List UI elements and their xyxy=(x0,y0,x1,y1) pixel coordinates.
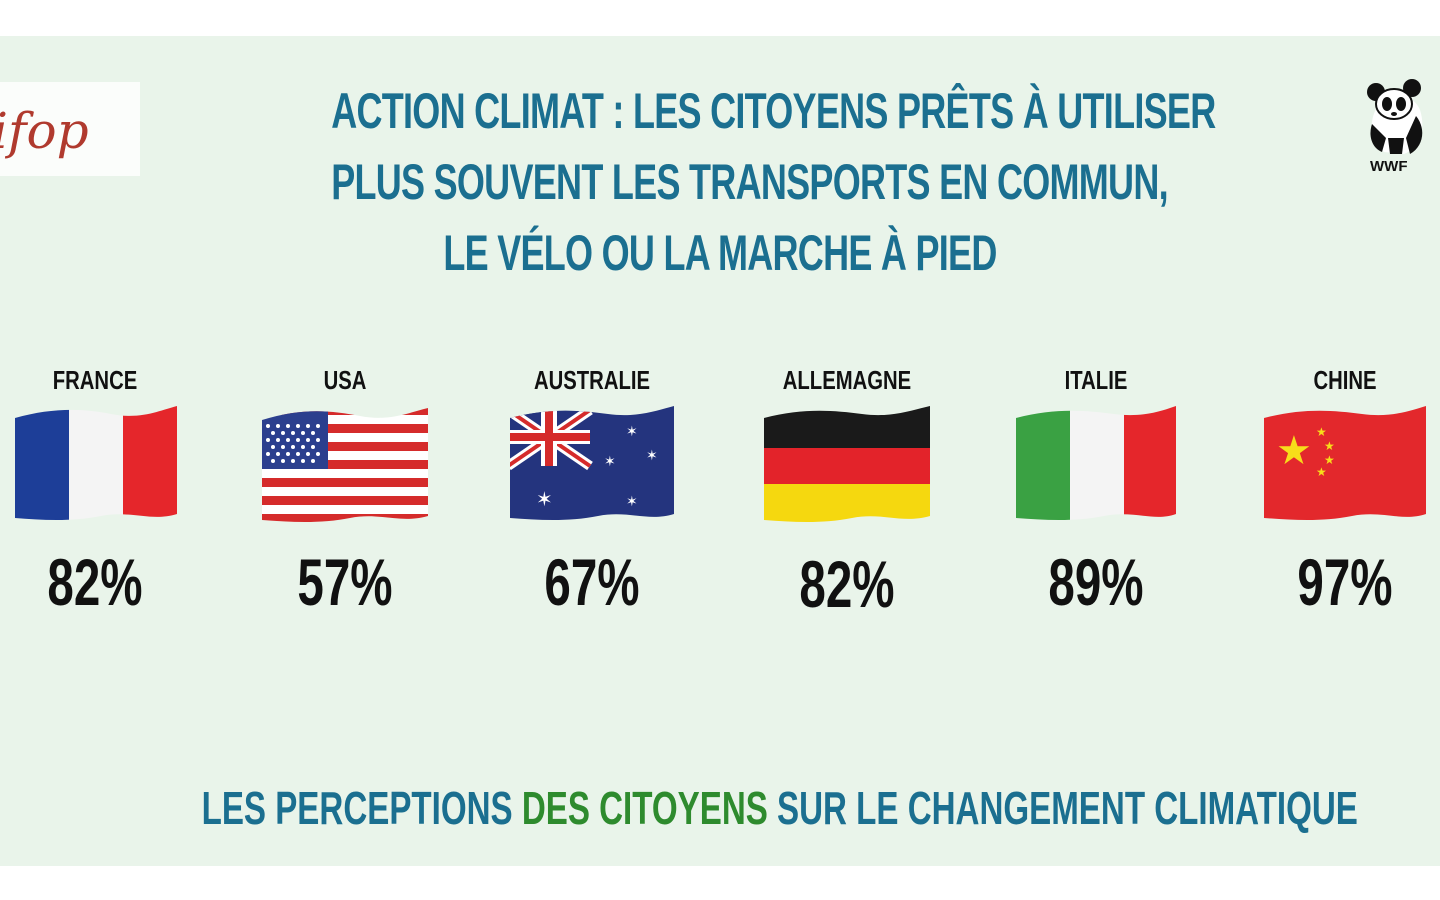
china-flag-icon: ★ ★ ★ ★ ★ xyxy=(1264,406,1426,520)
country-card-allemagne: ALLEMAGNE 82% xyxy=(747,364,947,620)
svg-text:✶: ✶ xyxy=(604,454,616,470)
svg-text:★: ★ xyxy=(1324,453,1335,467)
country-card-france: FRANCE 82% xyxy=(0,364,195,618)
country-card-chine: CHINE ★ ★ ★ ★ ★ 97% xyxy=(1245,364,1440,618)
percentage-value: 82% xyxy=(799,547,895,621)
footer-caption: LES PERCEPTIONS DES CITOYENS SUR LE CHAN… xyxy=(201,776,1358,840)
italy-flag-icon xyxy=(1016,406,1176,520)
title-line-3: LE VÉLO OU LA MARCHE À PIED xyxy=(443,225,997,281)
background-panel xyxy=(0,36,1440,866)
ifop-logo: ifop xyxy=(0,82,140,176)
percentage-value: 97% xyxy=(1297,545,1393,619)
svg-text:WWF: WWF xyxy=(1370,158,1407,174)
germany-flag-icon xyxy=(764,406,930,522)
page-title: ACTION CLIMAT : LES CITOYENS PRÊTS À UTI… xyxy=(331,76,1216,289)
france-flag-icon xyxy=(15,406,177,520)
country-name: AUSTRALIE xyxy=(533,365,651,395)
svg-text:★: ★ xyxy=(1276,428,1312,474)
country-name: USA xyxy=(323,365,367,395)
svg-text:✶: ✶ xyxy=(536,487,553,511)
country-card-italie: ITALIE 89% xyxy=(996,364,1196,618)
percentage-value: 82% xyxy=(47,545,143,619)
percentage-value: 57% xyxy=(297,545,393,619)
country-card-usa: USA 57% xyxy=(245,364,445,618)
footer-highlight: DES CITOYENS xyxy=(521,782,768,834)
svg-text:✶: ✶ xyxy=(626,424,638,440)
australia-flag-icon: ✶ ✶ ✶ ✶ ✶ xyxy=(510,406,674,520)
percentage-value: 89% xyxy=(1048,545,1144,619)
svg-text:★: ★ xyxy=(1324,439,1335,453)
country-card-australie: AUSTRALIE ✶ ✶ ✶ ✶ ✶ xyxy=(492,364,692,618)
svg-text:ifop: ifop xyxy=(0,102,89,160)
title-line-1: ACTION CLIMAT : LES CITOYENS PRÊTS À UTI… xyxy=(331,83,1216,139)
percentage-value: 67% xyxy=(544,545,640,619)
country-name: ALLEMAGNE xyxy=(782,365,912,395)
svg-text:✶: ✶ xyxy=(626,494,638,510)
svg-text:✶: ✶ xyxy=(646,448,658,464)
footer-part-1: LES PERCEPTIONS xyxy=(201,782,522,834)
usa-flag-icon xyxy=(262,408,428,522)
wwf-panda-logo: WWF xyxy=(1364,76,1436,175)
title-line-2: PLUS SOUVENT LES TRANSPORTS EN COMMUN, xyxy=(331,154,1168,210)
footer-part-3: SUR LE CHANGEMENT CLIMATIQUE xyxy=(767,782,1358,834)
country-name: CHINE xyxy=(1313,365,1377,395)
svg-text:★: ★ xyxy=(1316,465,1327,479)
country-name: ITALIE xyxy=(1064,365,1128,395)
svg-text:★: ★ xyxy=(1316,425,1327,439)
country-name: FRANCE xyxy=(52,365,138,395)
